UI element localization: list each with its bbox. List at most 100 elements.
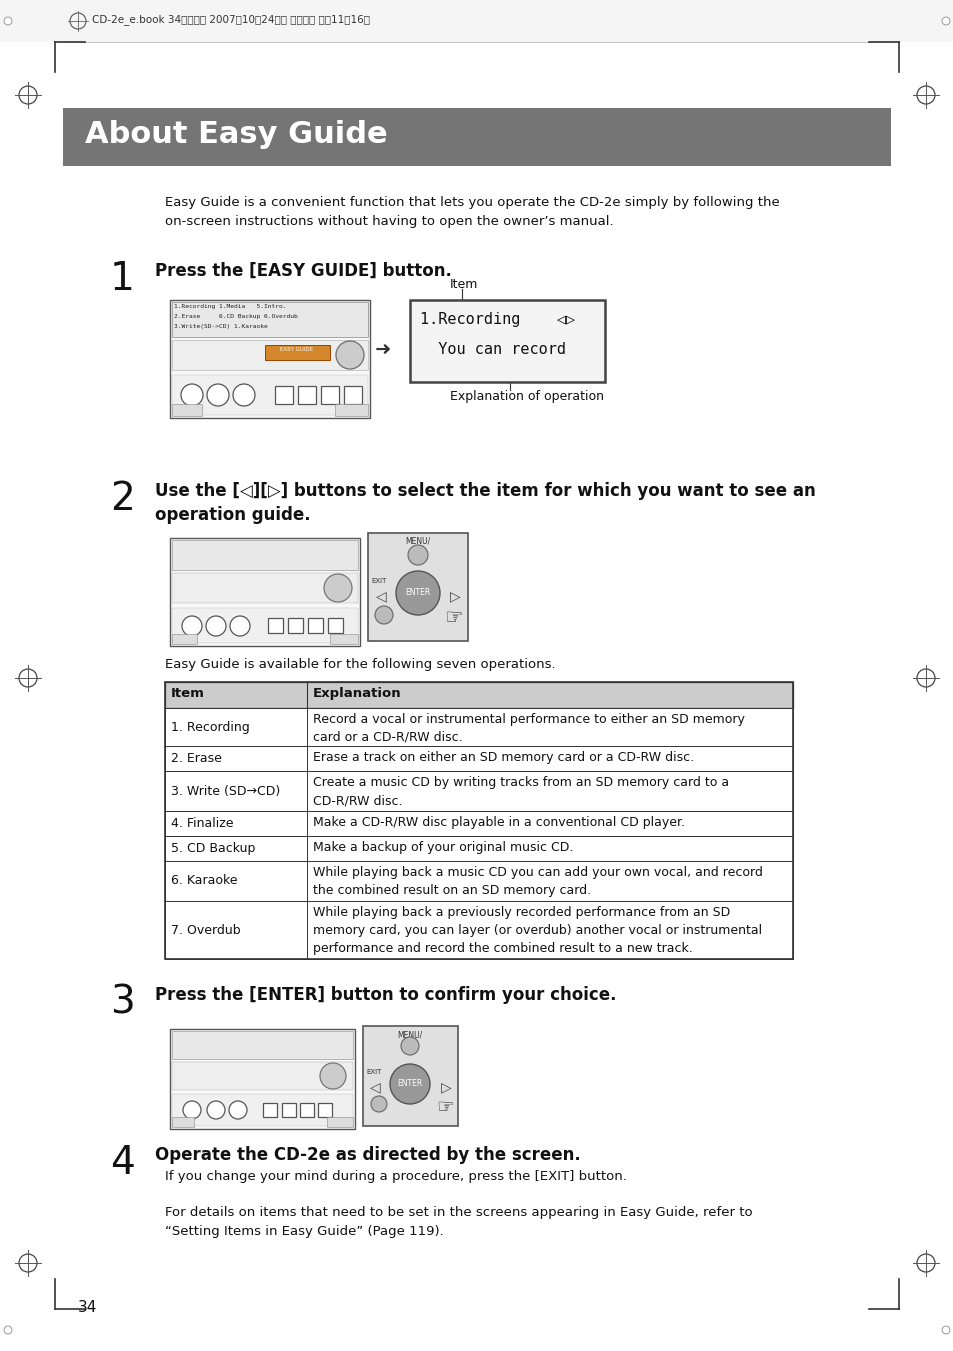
Text: MENU/: MENU/ xyxy=(397,1029,422,1039)
Bar xyxy=(410,300,604,382)
Circle shape xyxy=(925,1310,953,1350)
Text: EASY GUIDE: EASY GUIDE xyxy=(280,347,314,353)
Text: 1.Recording 1.Media   5.Intro.: 1.Recording 1.Media 5.Intro. xyxy=(173,304,286,309)
Bar xyxy=(288,617,303,634)
Bar xyxy=(268,617,283,634)
Circle shape xyxy=(5,1327,11,1333)
Circle shape xyxy=(5,18,11,24)
Circle shape xyxy=(942,1327,948,1333)
Bar xyxy=(263,1102,276,1117)
Circle shape xyxy=(942,18,948,24)
Bar xyxy=(170,1029,355,1129)
Circle shape xyxy=(207,1101,225,1119)
Circle shape xyxy=(942,1327,948,1333)
Circle shape xyxy=(5,18,11,24)
Text: 7. Overdub: 7. Overdub xyxy=(171,924,240,936)
Circle shape xyxy=(942,1327,948,1333)
Bar xyxy=(172,340,368,370)
Circle shape xyxy=(5,1327,11,1333)
Circle shape xyxy=(941,1325,949,1333)
Text: Make a backup of your original music CD.: Make a backup of your original music CD. xyxy=(313,842,573,854)
Bar xyxy=(165,861,792,901)
Text: Explanation: Explanation xyxy=(313,688,401,700)
Circle shape xyxy=(375,607,393,624)
Circle shape xyxy=(324,574,352,603)
Circle shape xyxy=(182,616,202,636)
Bar xyxy=(299,1102,314,1117)
Circle shape xyxy=(942,1327,948,1333)
Circle shape xyxy=(942,1327,948,1333)
Text: ☞: ☞ xyxy=(436,1098,454,1117)
Text: Erase a track on either an SD memory card or a CD-RW disc.: Erase a track on either an SD memory car… xyxy=(313,751,694,765)
Circle shape xyxy=(5,1327,11,1333)
Text: 2. Erase: 2. Erase xyxy=(171,753,222,765)
Text: 3.Write(SD->CD) 1.Karaoke: 3.Write(SD->CD) 1.Karaoke xyxy=(173,324,268,330)
Text: Use the [◁][▷] buttons to select the item for which you want to see an
operation: Use the [◁][▷] buttons to select the ite… xyxy=(154,482,815,524)
Bar xyxy=(172,376,368,415)
Circle shape xyxy=(5,18,11,24)
Circle shape xyxy=(319,1063,346,1089)
Text: 1. Recording: 1. Recording xyxy=(171,720,250,734)
Text: Press the [ENTER] button to confirm your choice.: Press the [ENTER] button to confirm your… xyxy=(154,986,616,1004)
Text: Easy Guide is available for the following seven operations.: Easy Guide is available for the followin… xyxy=(165,658,555,671)
Text: ▷: ▷ xyxy=(440,1079,451,1094)
Text: 2.Erase     6.CD Backup 6.Overdub: 2.Erase 6.CD Backup 6.Overdub xyxy=(173,313,297,319)
Text: MENU/: MENU/ xyxy=(405,536,430,546)
Circle shape xyxy=(5,1327,11,1333)
Circle shape xyxy=(5,1327,11,1333)
Circle shape xyxy=(5,18,11,24)
Text: You can record: You can record xyxy=(419,342,565,357)
Circle shape xyxy=(942,1327,948,1333)
Circle shape xyxy=(942,18,948,24)
Bar xyxy=(297,386,315,404)
Text: While playing back a previously recorded performance from an SD
memory card, you: While playing back a previously recorded… xyxy=(313,907,761,955)
Bar xyxy=(165,811,792,836)
Bar xyxy=(330,634,357,644)
Circle shape xyxy=(207,384,229,407)
Circle shape xyxy=(942,18,948,24)
Circle shape xyxy=(230,616,250,636)
Circle shape xyxy=(5,18,11,24)
Text: For details on items that need to be set in the screens appearing in Easy Guide,: For details on items that need to be set… xyxy=(165,1206,752,1239)
Circle shape xyxy=(408,544,428,565)
Bar xyxy=(165,682,792,708)
Text: ☞: ☞ xyxy=(444,608,462,628)
Circle shape xyxy=(5,1327,11,1333)
Bar xyxy=(165,708,792,746)
Text: About Easy Guide: About Easy Guide xyxy=(85,120,387,149)
Text: ▷: ▷ xyxy=(450,589,460,603)
Text: Press the [EASY GUIDE] button.: Press the [EASY GUIDE] button. xyxy=(154,262,452,280)
Circle shape xyxy=(335,340,364,369)
Circle shape xyxy=(942,18,948,24)
Circle shape xyxy=(4,1325,12,1333)
Text: ➜: ➜ xyxy=(375,340,391,359)
Bar xyxy=(172,404,202,416)
Circle shape xyxy=(942,1327,948,1333)
Text: Make a CD-R/RW disc playable in a conventional CD player.: Make a CD-R/RW disc playable in a conven… xyxy=(313,816,684,830)
Circle shape xyxy=(5,18,11,24)
Circle shape xyxy=(5,1327,11,1333)
Circle shape xyxy=(942,18,948,24)
Text: CD-2e_e.book 34ページ　 2007年10月24日　 水曜日　 午前11時16分: CD-2e_e.book 34ページ 2007年10月24日 水曜日 午前11時… xyxy=(91,14,370,24)
Bar xyxy=(172,540,357,570)
Text: Item: Item xyxy=(171,688,205,700)
Circle shape xyxy=(941,18,949,26)
Bar xyxy=(282,1102,295,1117)
Bar xyxy=(344,386,361,404)
Text: 3: 3 xyxy=(110,984,134,1021)
Bar xyxy=(320,386,338,404)
Text: 1: 1 xyxy=(110,259,134,299)
Bar xyxy=(165,901,792,959)
Text: Operate the CD-2e as directed by the screen.: Operate the CD-2e as directed by the scr… xyxy=(154,1146,580,1165)
Text: 6. Karaoke: 6. Karaoke xyxy=(171,874,237,888)
Bar xyxy=(172,1117,193,1127)
Text: Create a music CD by writing tracks from an SD memory card to a
CD-R/RW disc.: Create a music CD by writing tracks from… xyxy=(313,775,728,807)
Bar xyxy=(172,1062,353,1090)
Bar xyxy=(172,1094,353,1125)
Bar xyxy=(172,1031,353,1059)
Circle shape xyxy=(942,1327,948,1333)
Text: Easy Guide is a convenient function that lets you operate the CD-2e simply by fo: Easy Guide is a convenient function that… xyxy=(165,196,779,228)
Bar xyxy=(172,634,196,644)
Circle shape xyxy=(5,18,11,24)
Circle shape xyxy=(5,1327,11,1333)
